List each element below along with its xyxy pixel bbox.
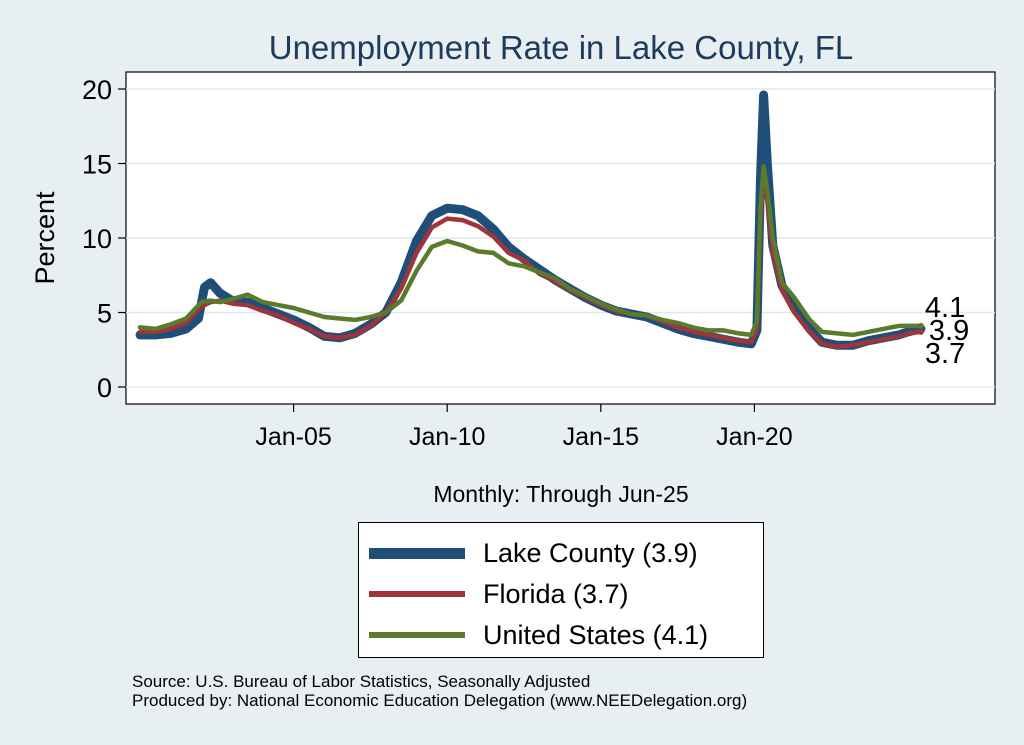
end-label-lake-county: 3.9 [929, 315, 969, 347]
x-tick-label: Jan-20 [716, 423, 792, 451]
legend-item-united-states: United States (4.1) [369, 617, 708, 653]
x-tick-label: Jan-05 [255, 423, 331, 451]
y-axis-label: Percent [30, 191, 60, 285]
x-axis-label: Monthly: Through Jun-25 [433, 481, 688, 507]
axes: 0 5 10 15 20 Jan-05 Jan-10 Jan-15 Jan-20 [82, 75, 793, 451]
legend: Lake County (3.9) Florida (3.7) United S… [358, 522, 764, 658]
y-tick-label: 20 [82, 75, 112, 105]
x-tick-label: Jan-15 [563, 423, 639, 451]
series-lines [135, 90, 926, 350]
legend-swatch-florida [369, 591, 465, 597]
legend-item-florida: Florida (3.7) [369, 576, 629, 612]
legend-swatch-lake-county [369, 547, 465, 559]
y-tick-label: 10 [82, 224, 112, 254]
chart-title: Unemployment Rate in Lake County, FL [269, 29, 854, 66]
legend-item-lake-county: Lake County (3.9) [369, 535, 698, 571]
footer: Source: U.S. Bureau of Labor Statistics,… [132, 672, 747, 710]
produced-by-note: Produced by: National Economic Education… [132, 691, 748, 710]
source-note: Source: U.S. Bureau of Labor Statistics,… [132, 672, 591, 691]
legend-label-lake-county: Lake County (3.9) [483, 537, 698, 568]
legend-label-florida: Florida (3.7) [483, 578, 629, 609]
legend-swatch-united-states [369, 632, 465, 638]
end-point-marker [917, 328, 924, 335]
y-tick-label: 15 [82, 150, 112, 180]
end-point-marker [917, 322, 924, 329]
end-label-florida: 3.7 [925, 338, 965, 370]
y-tick-label: 0 [97, 373, 112, 403]
series-line-united-states [137, 164, 924, 338]
x-tick-label: Jan-10 [409, 423, 485, 451]
legend-label-united-states: United States (4.1) [483, 619, 709, 650]
y-tick-label: 5 [97, 299, 112, 329]
end-labels: 3.93.7 4.1 [917, 292, 969, 370]
end-label-united-states: 4.1 [925, 292, 965, 324]
